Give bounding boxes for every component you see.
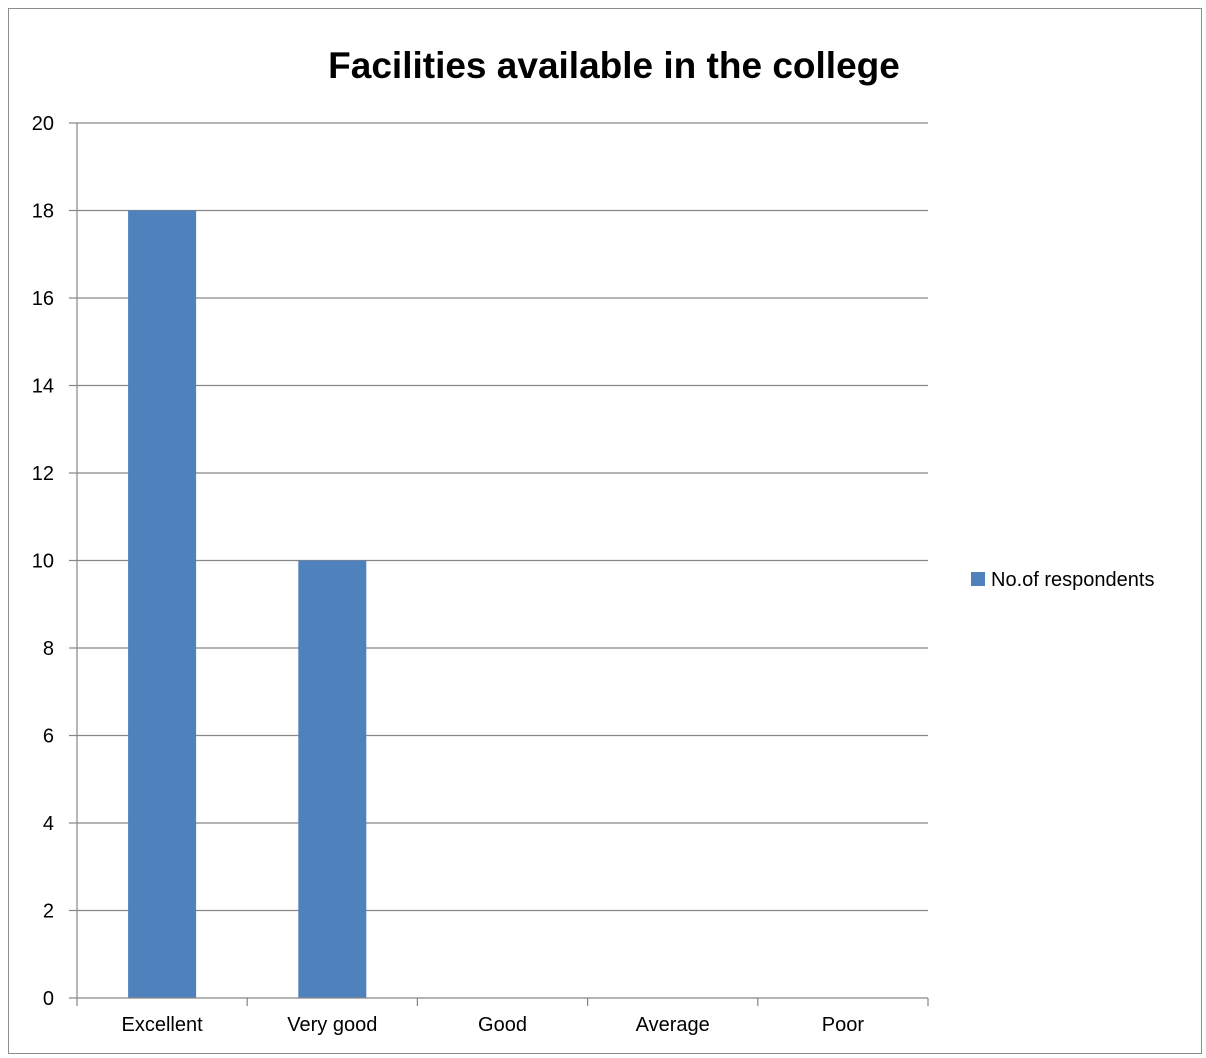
x-tick-label: Excellent	[122, 1014, 204, 1036]
chart-frame	[8, 8, 1202, 1054]
x-tick-label: Very good	[287, 1014, 377, 1036]
legend-label: No.of respondents	[991, 569, 1154, 591]
y-tick-label: 6	[43, 726, 54, 748]
x-tick-label: Average	[636, 1014, 710, 1036]
y-tick-label: 20	[32, 113, 54, 135]
bar-very-good	[298, 560, 367, 998]
bars	[128, 210, 367, 998]
bar-excellent	[128, 210, 197, 998]
x-tick-label: Good	[478, 1014, 527, 1036]
y-tick-label: 0	[43, 988, 54, 1010]
y-tick-label: 16	[32, 288, 54, 310]
y-tick-label: 10	[32, 551, 54, 573]
y-tick-label: 14	[32, 376, 54, 398]
y-tick-label: 4	[43, 813, 54, 835]
y-tick-label: 2	[43, 901, 54, 923]
x-tick-labels: Excellent Very good Good Average Poor	[122, 1014, 865, 1036]
y-tick-labels: 0 2 4 6 8 10 12 14 16 18 20	[32, 113, 54, 1010]
y-tick-label: 12	[32, 463, 54, 485]
x-tick-label: Poor	[822, 1014, 865, 1036]
legend-swatch	[971, 572, 985, 586]
chart-title: Facilities available in the college	[328, 45, 900, 86]
axes	[69, 122, 929, 1006]
y-tick-label: 8	[43, 638, 54, 660]
gridlines	[77, 122, 928, 912]
legend: No.of respondents	[971, 569, 1154, 591]
y-tick-label: 18	[32, 201, 54, 223]
